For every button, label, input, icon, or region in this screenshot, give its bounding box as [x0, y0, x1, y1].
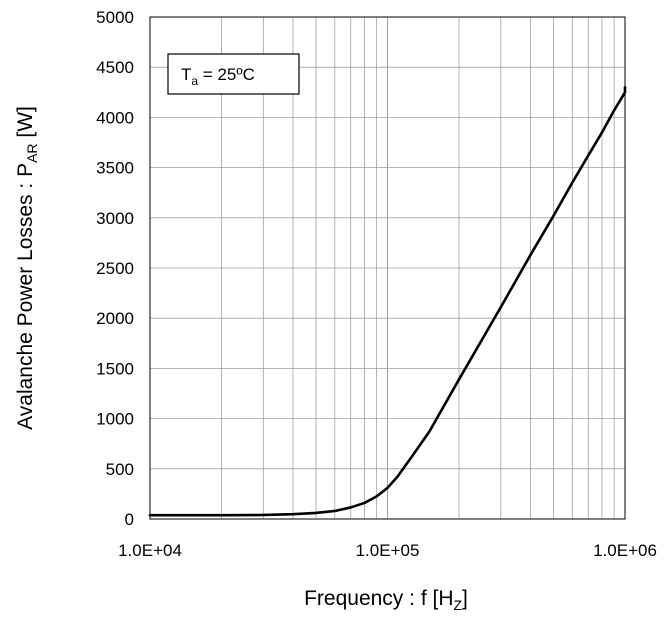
plot-frame [149, 16, 626, 520]
y-tick-label: 4500 [96, 58, 134, 77]
x-axis-title: Frequency : f [HZ] [304, 587, 468, 613]
annotation-suffix: = 25ºC [198, 65, 255, 84]
x-tick-label: 1.0E+06 [593, 541, 657, 560]
y-axis-title-suffix: [W] [14, 106, 37, 143]
y-tick-label: 1500 [96, 359, 134, 378]
tick-labels: 0 500 1000 1500 2000 2500 3000 3500 4000 4500 5000… [96, 8, 657, 560]
series-layer [148, 85, 627, 517]
y-axis-title-main: Avalanche Power Losses : P [14, 163, 37, 430]
x-axis-title-sub: Z [453, 597, 462, 613]
y-tick-label: 500 [106, 460, 134, 479]
y-tick-label: 3000 [96, 209, 134, 228]
annotation-frame [167, 53, 300, 95]
annotation-main: T [181, 65, 191, 84]
y-axis-title-sub: AR [24, 143, 40, 162]
y-tick-label: 4000 [96, 108, 134, 127]
annotation-text: Ta = 25ºC [181, 65, 255, 88]
x-axis-title-suffix: ] [462, 587, 468, 610]
y-axis-title: Avalanche Power Losses : PAR [W] [14, 106, 40, 430]
y-tick-label: 5000 [96, 8, 134, 27]
x-tick-label: 1.0E+05 [356, 541, 420, 560]
annotation-sub: a [191, 74, 198, 88]
series-line [148, 85, 627, 517]
y-tick-label: 0 [125, 510, 134, 529]
y-tick-label: 3500 [96, 159, 134, 178]
y-tick-label: 2500 [96, 259, 134, 278]
x-axis-title-main: Frequency : f [H [304, 587, 453, 610]
y-tick-label: 2000 [96, 309, 134, 328]
y-tick-label: 1000 [96, 410, 134, 429]
x-tick-label: 1.0E+04 [118, 541, 182, 560]
annotation-box: Ta = 25ºC [167, 53, 300, 95]
